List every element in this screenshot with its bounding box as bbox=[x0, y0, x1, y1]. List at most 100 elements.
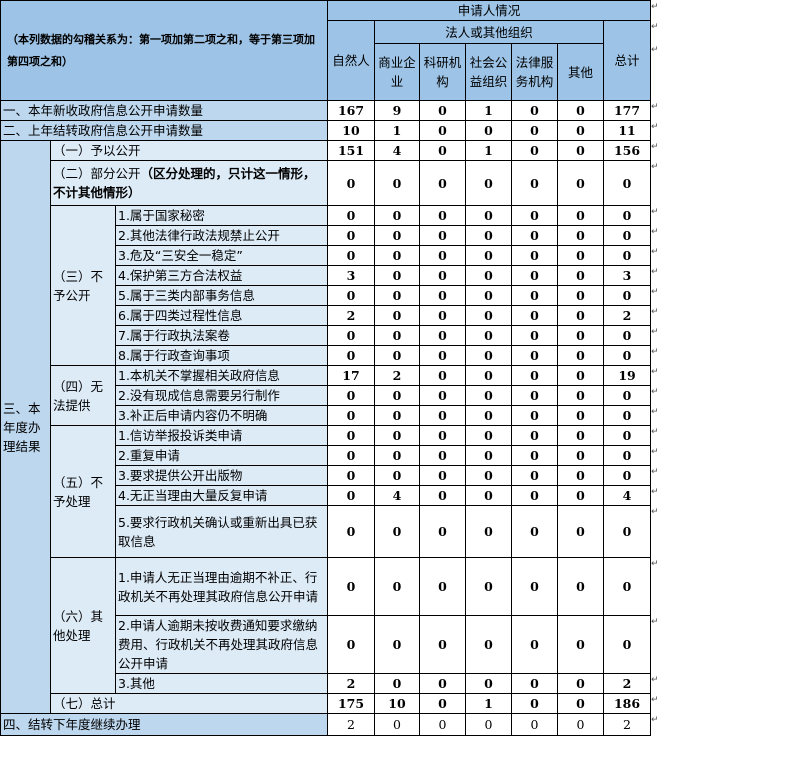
value-cell: 0 bbox=[465, 265, 512, 286]
value-cell: 0 bbox=[374, 225, 420, 246]
paragraph-mark-icon: ↵ bbox=[651, 2, 659, 12]
report-table-container: （本列数据的勾稽关系为：第一项加第二项之和，等于第三项加第四项之和） 申请人情况… bbox=[0, 0, 652, 736]
table-row: 一、本年新收政府信息公开申请数量 167 9 0 1 0 0 177 bbox=[0, 100, 652, 121]
value-cell: 0 bbox=[602, 445, 652, 466]
item-label: 4.无正当理由大量反复申请 bbox=[115, 485, 328, 506]
value-cell: 0 bbox=[465, 673, 512, 694]
table-row: 2.重复申请 0 0 0 0 0 0 0 bbox=[1, 445, 652, 466]
value-cell: 0 bbox=[557, 100, 604, 121]
value-cell: 0 bbox=[511, 713, 558, 736]
header-natural-person: 自然人 bbox=[327, 20, 375, 101]
item-label: 3.其他 bbox=[115, 673, 328, 694]
value-cell: 0 bbox=[419, 160, 466, 206]
value-cell: 0 bbox=[557, 425, 604, 446]
paragraph-mark-icon: ↵ bbox=[651, 447, 659, 457]
value-cell: 0 bbox=[465, 465, 512, 486]
value-cell: 0 bbox=[511, 425, 558, 446]
value-cell: 0 bbox=[602, 285, 652, 306]
value-cell: 0 bbox=[511, 615, 558, 674]
value-cell: 0 bbox=[419, 305, 466, 326]
table-row: 7.属于行政执法案卷 0 0 0 0 0 0 0 bbox=[1, 325, 652, 346]
value-cell: 0 bbox=[465, 557, 512, 616]
value-cell: 0 bbox=[511, 445, 558, 466]
value-cell: 0 bbox=[327, 385, 375, 406]
value-cell: 0 bbox=[465, 385, 512, 406]
value-cell: 0 bbox=[374, 325, 420, 346]
value-cell: 0 bbox=[419, 140, 466, 161]
value-cell: 0 bbox=[419, 445, 466, 466]
group-label: （七）总计 bbox=[50, 693, 328, 714]
value-cell: 0 bbox=[511, 100, 558, 121]
value-cell: 0 bbox=[419, 505, 466, 558]
item-label: 2.没有现成信息需要另行制作 bbox=[115, 385, 328, 406]
value-cell: 2 bbox=[327, 305, 375, 326]
group-label: （三）不予公开 bbox=[50, 205, 116, 366]
value-cell: 0 bbox=[374, 445, 420, 466]
value-cell: 0 bbox=[419, 345, 466, 366]
value-cell: 0 bbox=[419, 100, 466, 121]
value-cell: 0 bbox=[511, 345, 558, 366]
table-row: 5.属于三类内部事务信息 0 0 0 0 0 0 0 bbox=[1, 285, 652, 306]
value-cell: 0 bbox=[511, 693, 558, 714]
value-cell: 0 bbox=[557, 485, 604, 506]
value-cell: 0 bbox=[419, 385, 466, 406]
value-cell: 0 bbox=[557, 365, 604, 386]
value-cell: 0 bbox=[557, 245, 604, 266]
value-cell: 0 bbox=[511, 365, 558, 386]
value-cell: 0 bbox=[557, 445, 604, 466]
value-cell: 0 bbox=[419, 205, 466, 226]
value-cell: 0 bbox=[374, 465, 420, 486]
row-label: 四、结转下年度继续办理 bbox=[0, 713, 328, 736]
value-cell: 0 bbox=[419, 285, 466, 306]
paragraph-mark-icon: ↵ bbox=[651, 122, 659, 132]
value-cell: 0 bbox=[511, 120, 558, 141]
item-label: 6.属于四类过程性信息 bbox=[115, 305, 328, 326]
paragraph-mark-icon: ↵ bbox=[651, 307, 659, 317]
value-cell: 11 bbox=[602, 120, 652, 141]
value-cell: 175 bbox=[327, 693, 375, 714]
value-cell: 0 bbox=[465, 325, 512, 346]
value-cell: 0 bbox=[511, 673, 558, 694]
value-cell: 0 bbox=[327, 405, 375, 426]
item-label: 5.属于三类内部事务信息 bbox=[115, 285, 328, 306]
value-cell: 0 bbox=[511, 557, 558, 616]
value-cell: 0 bbox=[327, 285, 375, 306]
value-cell: 0 bbox=[602, 615, 652, 674]
value-cell: 0 bbox=[557, 385, 604, 406]
value-cell: 0 bbox=[602, 465, 652, 486]
value-cell: 17 bbox=[327, 365, 375, 386]
value-cell: 0 bbox=[374, 285, 420, 306]
value-cell: 0 bbox=[557, 465, 604, 486]
value-cell: 0 bbox=[419, 465, 466, 486]
value-cell: 0 bbox=[374, 713, 420, 736]
value-cell: 0 bbox=[557, 405, 604, 426]
value-cell: 0 bbox=[374, 673, 420, 694]
value-cell: 0 bbox=[327, 445, 375, 466]
paragraph-mark-icon: ↵ bbox=[651, 407, 659, 417]
section-label: 三、本年度办理结果 bbox=[0, 140, 51, 714]
value-cell: 0 bbox=[511, 505, 558, 558]
value-cell: 10 bbox=[374, 693, 420, 714]
value-cell: 2 bbox=[602, 673, 652, 694]
table-row: 2.没有现成信息需要另行制作 0 0 0 0 0 0 0 bbox=[1, 385, 652, 406]
value-cell: 0 bbox=[374, 160, 420, 206]
value-cell: 0 bbox=[419, 673, 466, 694]
item-label: 5.要求行政机关确认或重新出具已获取信息 bbox=[115, 505, 328, 558]
value-cell: 2 bbox=[374, 365, 420, 386]
value-cell: 0 bbox=[557, 205, 604, 226]
value-cell: 0 bbox=[511, 245, 558, 266]
value-cell: 3 bbox=[327, 265, 375, 286]
paragraph-mark-icon: ↵ bbox=[651, 162, 659, 172]
value-cell: 0 bbox=[327, 485, 375, 506]
value-cell: 0 bbox=[327, 557, 375, 616]
value-cell: 0 bbox=[602, 160, 652, 206]
value-cell: 186 bbox=[602, 693, 652, 714]
value-cell: 0 bbox=[557, 265, 604, 286]
value-cell: 0 bbox=[465, 505, 512, 558]
paragraph-mark-icon: ↵ bbox=[651, 387, 659, 397]
value-cell: 0 bbox=[419, 225, 466, 246]
value-cell: 167 bbox=[327, 100, 375, 121]
value-cell: 0 bbox=[557, 693, 604, 714]
table-row: 三、本年度办理结果 （一）予以公开 151 4 0 1 0 0 156 bbox=[0, 140, 652, 714]
value-cell: 0 bbox=[419, 713, 466, 736]
